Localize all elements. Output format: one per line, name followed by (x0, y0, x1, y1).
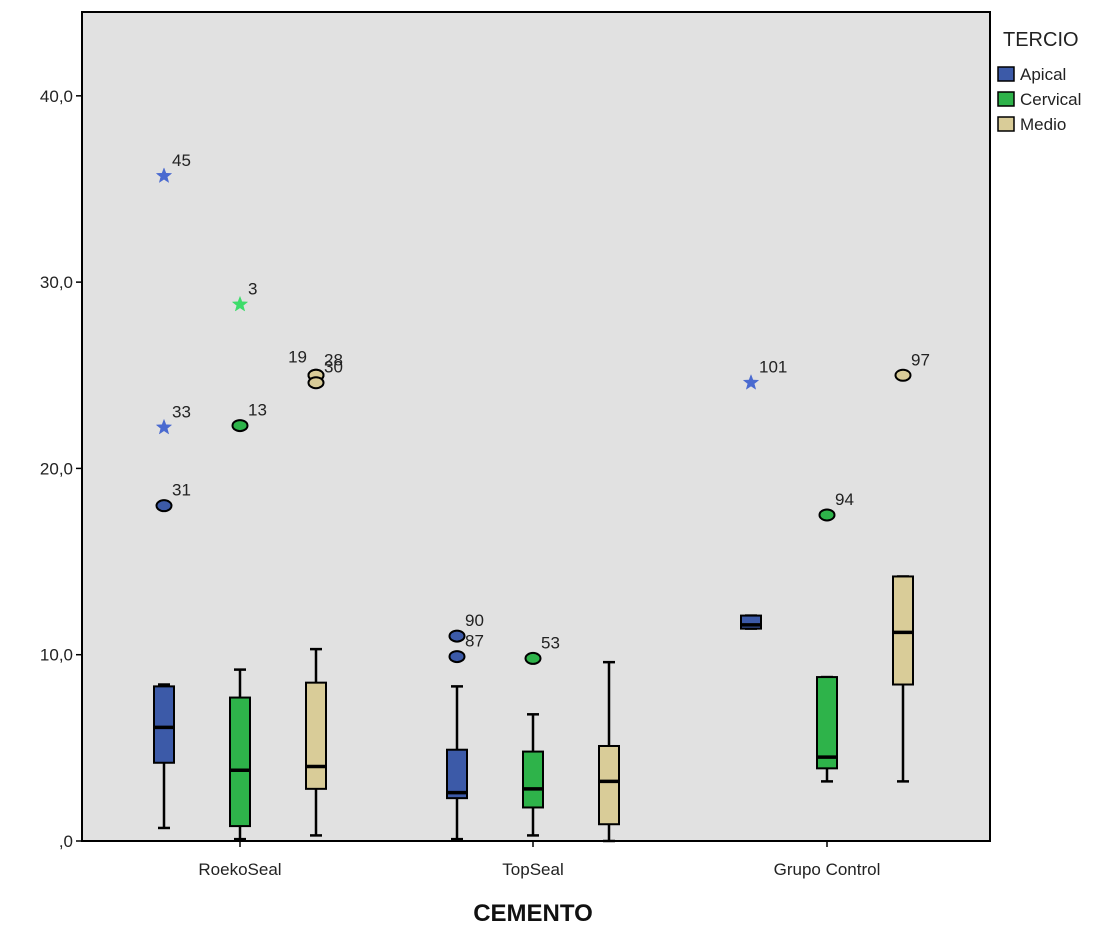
box-iqr (892, 575, 914, 686)
box-iqr (816, 676, 838, 770)
outlier-label: 87 (465, 632, 484, 651)
outlier-label: 90 (465, 611, 484, 630)
y-tick-label: 20,0 (40, 459, 73, 478)
box-cervical (229, 668, 251, 841)
outlier-label: 3 (248, 279, 257, 298)
box-iqr (740, 614, 762, 630)
box-apical (740, 614, 762, 630)
legend-swatch-cervical (997, 91, 1015, 107)
x-tick-label: TopSeal (502, 860, 563, 879)
box-iqr (153, 685, 175, 764)
y-tick-label: 40,0 (40, 87, 73, 106)
box-iqr (446, 748, 468, 800)
box-iqr (229, 696, 251, 828)
outlier-point (307, 376, 325, 390)
outlier-extreme-star (742, 374, 760, 390)
y-tick-label: 10,0 (40, 646, 73, 665)
outlier-label: 28 (324, 350, 343, 369)
box-series-group (153, 575, 914, 843)
plot-border (81, 11, 991, 842)
x-axis: RoekoSeal TopSeal Grupo Control (198, 841, 880, 879)
x-tick-label: RoekoSeal (198, 860, 281, 879)
box-medio (598, 660, 620, 843)
plot-area (82, 12, 990, 841)
box-medio (892, 575, 914, 783)
legend-swatch-medio (997, 116, 1015, 132)
outlier-point (155, 499, 173, 513)
legend-label: Cervical (1020, 90, 1081, 109)
x-tick-label: Grupo Control (774, 860, 881, 879)
x-axis-title: CEMENTO (473, 900, 593, 926)
outlier-point (448, 629, 466, 643)
y-axis: ,0 10,0 20,0 30,0 40,0 (40, 87, 82, 851)
legend-swatch-apical (997, 66, 1015, 82)
outlier-point (894, 368, 912, 382)
box-iqr (522, 750, 544, 809)
outlier-label: 33 (172, 402, 191, 421)
outlier-point (818, 508, 836, 522)
box-iqr (598, 744, 620, 826)
box-apical (446, 685, 468, 841)
outlier-extreme-star (155, 418, 173, 435)
outlier-point (448, 650, 466, 664)
box-medio (305, 647, 327, 837)
outlier-label: 13 (248, 401, 267, 420)
box-cervical (522, 713, 544, 837)
outlier-label: 19 (288, 347, 307, 366)
outlier-point (524, 651, 542, 665)
outlier-label: 45 (172, 151, 191, 170)
outlier-extreme-star (155, 167, 173, 183)
y-tick-label: 30,0 (40, 273, 73, 292)
outlier-label: 53 (541, 633, 560, 652)
outlier-extreme-star (231, 295, 249, 312)
outlier-label: 97 (911, 350, 930, 369)
outlier-label: 30 (324, 358, 343, 377)
box-cervical (816, 675, 838, 783)
box-apical (153, 683, 175, 830)
outlier-label: 94 (835, 490, 854, 509)
outlier-label: 31 (172, 481, 191, 500)
legend-label: Medio (1020, 115, 1066, 134)
box-iqr (305, 681, 327, 790)
legend: TERCIO Apical Cervical Medio (997, 29, 1081, 134)
legend-title: TERCIO (1003, 29, 1079, 51)
legend-label: Apical (1020, 65, 1066, 84)
outlier-label: 101 (759, 358, 787, 377)
y-tick-label: ,0 (59, 832, 73, 851)
outlier-point (231, 419, 249, 433)
